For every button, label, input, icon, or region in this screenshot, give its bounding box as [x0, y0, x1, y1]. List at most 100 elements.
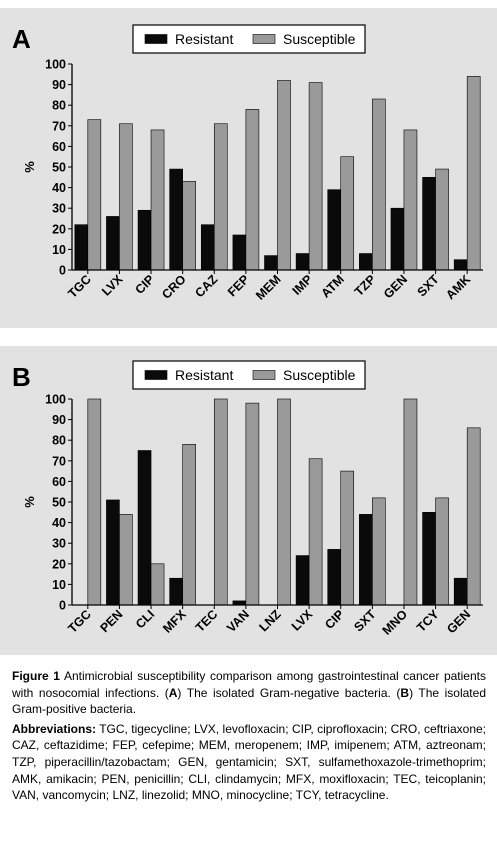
bar-resistant-tgc: [74, 224, 89, 271]
bar-susceptible-tcy: [435, 497, 449, 606]
bar-susceptible-cro: [182, 181, 196, 271]
y-axis-label: %: [22, 161, 37, 173]
bar-susceptible-cip: [340, 470, 355, 606]
x-tick-label: CIP: [133, 272, 158, 297]
bar-resistant-mfx: [169, 577, 183, 606]
x-tick-label: AMK: [443, 272, 473, 302]
legend: Resistant Susceptible: [132, 360, 366, 390]
caption-figure-label: Figure 1: [12, 669, 60, 683]
y-tick-label: 50: [52, 161, 66, 175]
bar-susceptible-cli: [150, 563, 165, 606]
bar-resistant-gen: [390, 207, 405, 271]
bar-resistant-lvx: [295, 555, 310, 606]
x-tick-label: MEM: [253, 272, 284, 303]
bar-susceptible-sxt: [372, 497, 386, 606]
x-tick-label: IMP: [290, 272, 316, 298]
legend: Resistant Susceptible: [132, 24, 366, 54]
x-tick-label: LVX: [99, 272, 126, 299]
y-tick-label: 50: [52, 496, 66, 510]
bar-susceptible-tgc: [87, 119, 102, 271]
bar-resistant-lvx: [106, 216, 120, 271]
legend-label-resistant: Resistant: [175, 31, 233, 47]
y-tick-label: 20: [52, 557, 66, 571]
legend-box: [132, 24, 366, 54]
caption-bold-b: B: [400, 685, 410, 700]
x-tick-label: SXT: [415, 272, 442, 299]
x-tick-label: CRO: [159, 272, 189, 302]
x-tick-label: TEC: [193, 607, 221, 635]
x-tick-label: CIP: [322, 607, 347, 632]
bar-resistant-cro: [169, 168, 183, 271]
x-tick-label: GEN: [381, 272, 410, 301]
caption-text-1: Antimicrobial susceptibility comparison …: [12, 669, 486, 700]
bar-susceptible-gen: [403, 129, 418, 271]
bar-resistant-mem: [264, 255, 278, 271]
bar-susceptible-lvx: [308, 458, 323, 606]
x-tick-label: PEN: [97, 607, 125, 635]
bar-susceptible-van: [245, 402, 260, 606]
bar-susceptible-tec: [213, 398, 228, 606]
y-tick-label: 70: [52, 454, 66, 468]
bar-susceptible-mem: [277, 80, 291, 271]
bar-resistant-fep: [232, 234, 247, 271]
x-tick-label: TZP: [352, 272, 379, 299]
x-tick-label: CAZ: [192, 272, 220, 300]
bar-resistant-imp: [295, 253, 310, 271]
y-tick-label: 30: [52, 202, 66, 216]
bar-resistant-cli: [137, 450, 152, 606]
bar-resistant-atm: [327, 189, 342, 271]
bar-susceptible-mno: [403, 398, 418, 606]
caption-paragraph: Figure 1 Antimicrobial susceptibility co…: [12, 668, 486, 718]
legend-swatch-resistant: [144, 34, 168, 44]
y-tick-label: 90: [52, 413, 66, 427]
y-tick-label: 60: [52, 475, 66, 489]
bar-susceptible-atm: [340, 156, 355, 271]
legend-swatch-susceptible: [252, 34, 276, 44]
bar-resistant-pen: [106, 499, 120, 606]
y-tick-label: 20: [52, 222, 66, 236]
y-tick-label: 80: [52, 99, 66, 113]
x-tick-label: TCY: [414, 607, 442, 635]
figure-caption: Figure 1 Antimicrobial susceptibility co…: [12, 668, 486, 807]
y-tick-label: 10: [52, 243, 66, 257]
y-tick-label: 70: [52, 119, 66, 133]
bar-susceptible-lvx: [119, 123, 133, 271]
bar-resistant-gen: [453, 577, 468, 606]
caption-text-3: ) The isolated Gram-positive bacteria.: [12, 685, 486, 717]
legend-swatch-resistant: [144, 370, 168, 380]
x-tick-label: GEN: [444, 607, 473, 636]
y-tick-label: 0: [59, 264, 66, 278]
x-tick-label: LVX: [289, 607, 316, 634]
y-tick-label: 40: [52, 516, 66, 530]
x-tick-label: FEP: [225, 272, 252, 299]
x-tick-label: MFX: [160, 607, 189, 636]
y-tick-label: 60: [52, 140, 66, 154]
x-tick-label: TGC: [65, 272, 94, 301]
caption-bold-a: A: [168, 685, 178, 700]
y-axis-label: %: [22, 496, 37, 508]
bar-susceptible-amk: [466, 76, 481, 271]
y-tick-label: 0: [59, 599, 66, 613]
x-tick-label: VAN: [224, 607, 252, 635]
chart-a: Resistant Susceptible% 0 10 20 30 40 50 60 70 80 90…: [22, 24, 483, 303]
y-tick-label: 40: [52, 181, 66, 195]
caption-text-2: ) The isolated Gram-negative bacteria. (: [177, 685, 401, 700]
bar-susceptible-fep: [245, 109, 260, 271]
x-tick-label: MNO: [380, 607, 411, 638]
bar-susceptible-mfx: [182, 444, 196, 606]
bar-susceptible-pen: [119, 514, 133, 606]
x-tick-label: LNZ: [257, 607, 284, 634]
bar-resistant-tcy: [422, 512, 436, 606]
bar-resistant-caz: [200, 224, 215, 271]
bar-susceptible-imp: [308, 82, 323, 271]
bar-susceptible-cip: [150, 129, 165, 271]
bar-resistant-sxt: [422, 177, 436, 271]
panel-a-letter: A: [12, 24, 31, 54]
chart-b: Resistant Susceptible% 0 10 20 30 40 50 60 70 80 90…: [22, 360, 483, 638]
bar-resistant-amk: [453, 259, 468, 271]
abbreviations-paragraph: Abbreviations: TGC, tigecycline; LVX, le…: [12, 721, 486, 804]
x-tick-label: ATM: [318, 272, 346, 300]
bar-resistant-tzp: [359, 253, 373, 271]
bar-susceptible-tzp: [372, 98, 386, 271]
y-tick-label: 90: [52, 78, 66, 92]
